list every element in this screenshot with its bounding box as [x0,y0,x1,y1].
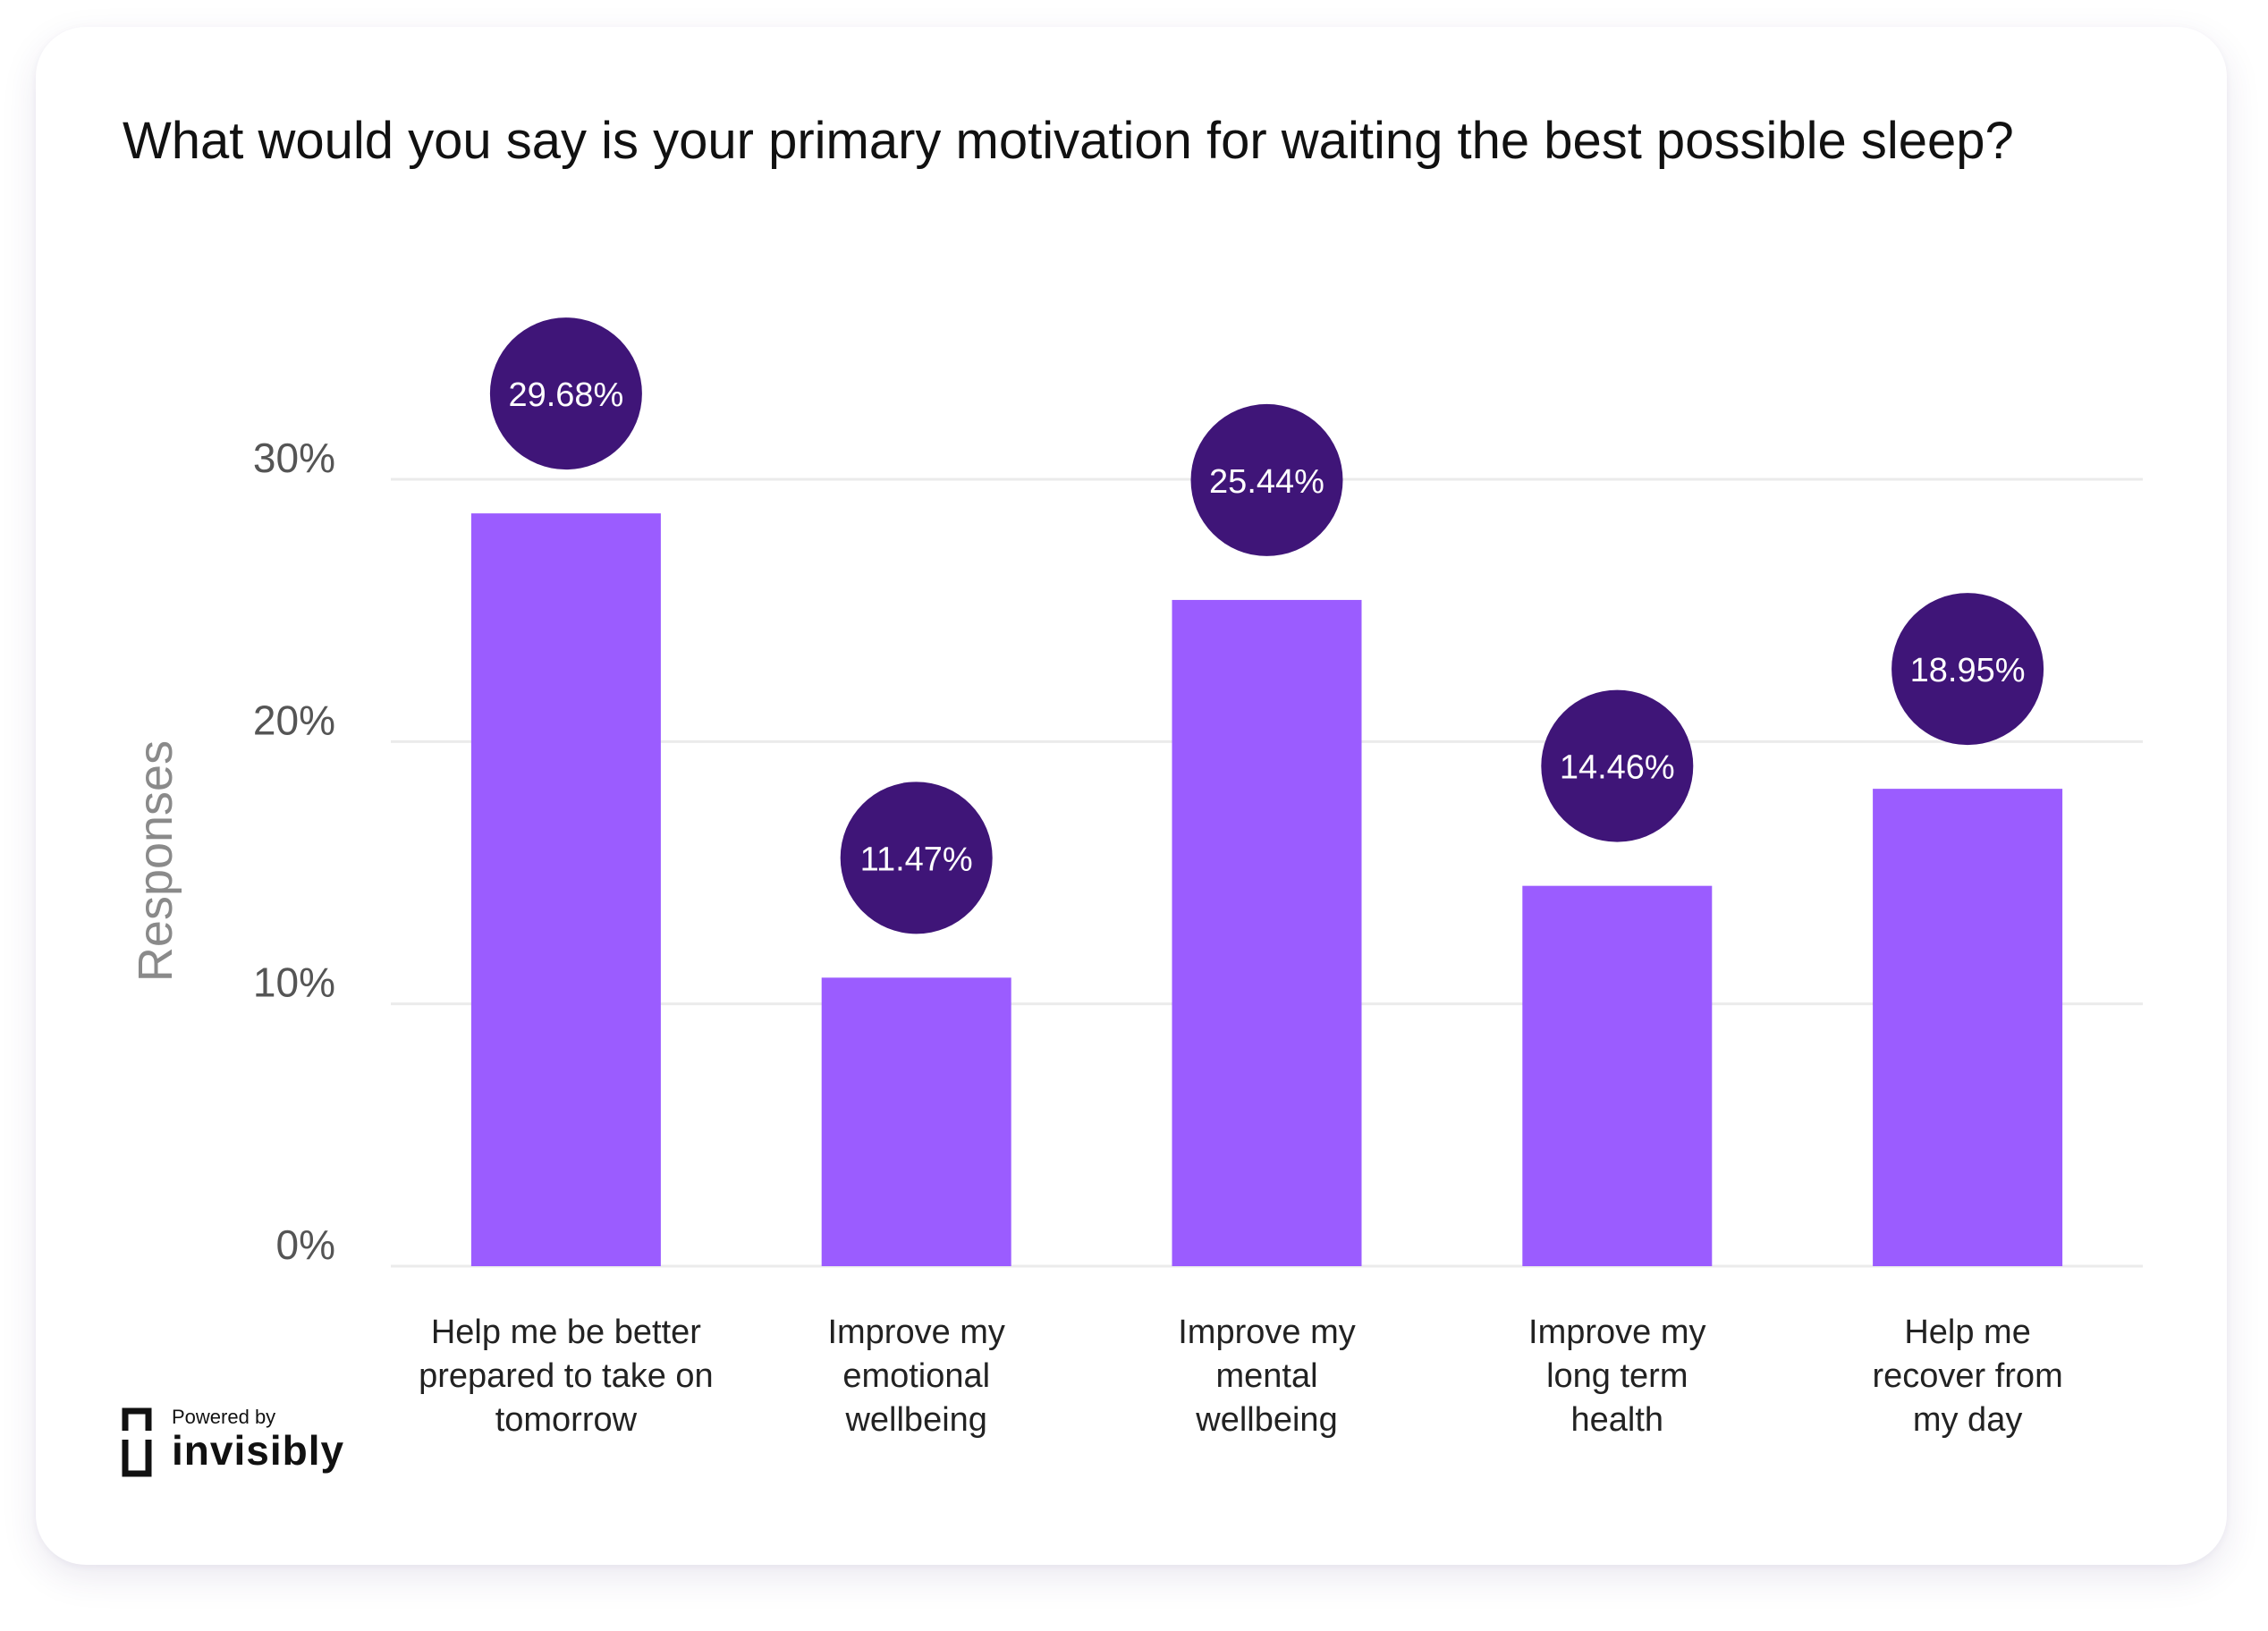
value-label-bubble [840,782,993,934]
x-tick-label: Help me be better prepared to take on tomo… [419,1314,714,1439]
value-label-bubble [1190,403,1343,556]
x-tick-label-line: emotional [842,1357,990,1395]
x-tick-label-line: my day [1913,1401,2022,1439]
x-tick-label-line: Help me be better [431,1314,701,1351]
x-tick-label-line: Help me [1904,1314,2031,1351]
x-tick-label-line: health [1571,1401,1664,1439]
brand-name: invisibly [172,1427,345,1474]
x-tick-label-line: mental [1215,1357,1317,1395]
x-tick-label-line: wellbeing [844,1401,986,1439]
y-tick-label: 10% [253,959,335,1006]
y-tick-label: 30% [253,435,335,481]
y-tick-label: 0% [276,1221,335,1268]
x-tick-label-line: long term [1546,1357,1688,1395]
x-tick-label-line: tomorrow [495,1401,638,1439]
bar [470,513,661,1266]
bar [821,977,1011,1266]
value-label: 14.46% [1560,749,1675,787]
x-tick-label-line: wellbeing [1195,1401,1337,1439]
x-tick-label-line: Improve my [827,1314,1004,1351]
bar [1172,599,1362,1266]
x-tick-label-line: Improve my [1178,1314,1355,1351]
x-tick-label: Improve my mental wellbeing [1178,1314,1355,1439]
value-label: 25.44% [1209,463,1324,501]
x-tick-label-line: recover from [1872,1357,2062,1395]
chart-card [36,27,2227,1565]
bar [1873,789,2063,1266]
chart-title: What would you say is your primary motiv… [123,112,2014,170]
value-label-bubble [1541,689,1694,842]
value-label: 11.47% [860,841,973,878]
x-tick-label-line: Improve my [1528,1314,1705,1351]
x-tick-label-line: prepared to take on [419,1357,714,1395]
brand-footer: Powered by invisibly [122,1406,354,1477]
y-tick-label: 20% [253,697,335,743]
value-label-bubble [1891,593,2044,746]
value-label: 18.95% [1910,652,2026,689]
x-tick-label: Help me recover from my day [1872,1314,2062,1439]
bar [1522,885,1713,1266]
x-tick-label: Improve my emotional wellbeing [827,1314,1004,1439]
y-axis-label: Responses [129,740,182,982]
value-label: 29.68% [508,376,623,414]
invisibly-logo-icon [122,1407,152,1477]
powered-by-label: Powered by [172,1406,276,1428]
x-tick-label: Improve my long term health [1528,1314,1705,1439]
value-label-bubble [489,317,642,470]
